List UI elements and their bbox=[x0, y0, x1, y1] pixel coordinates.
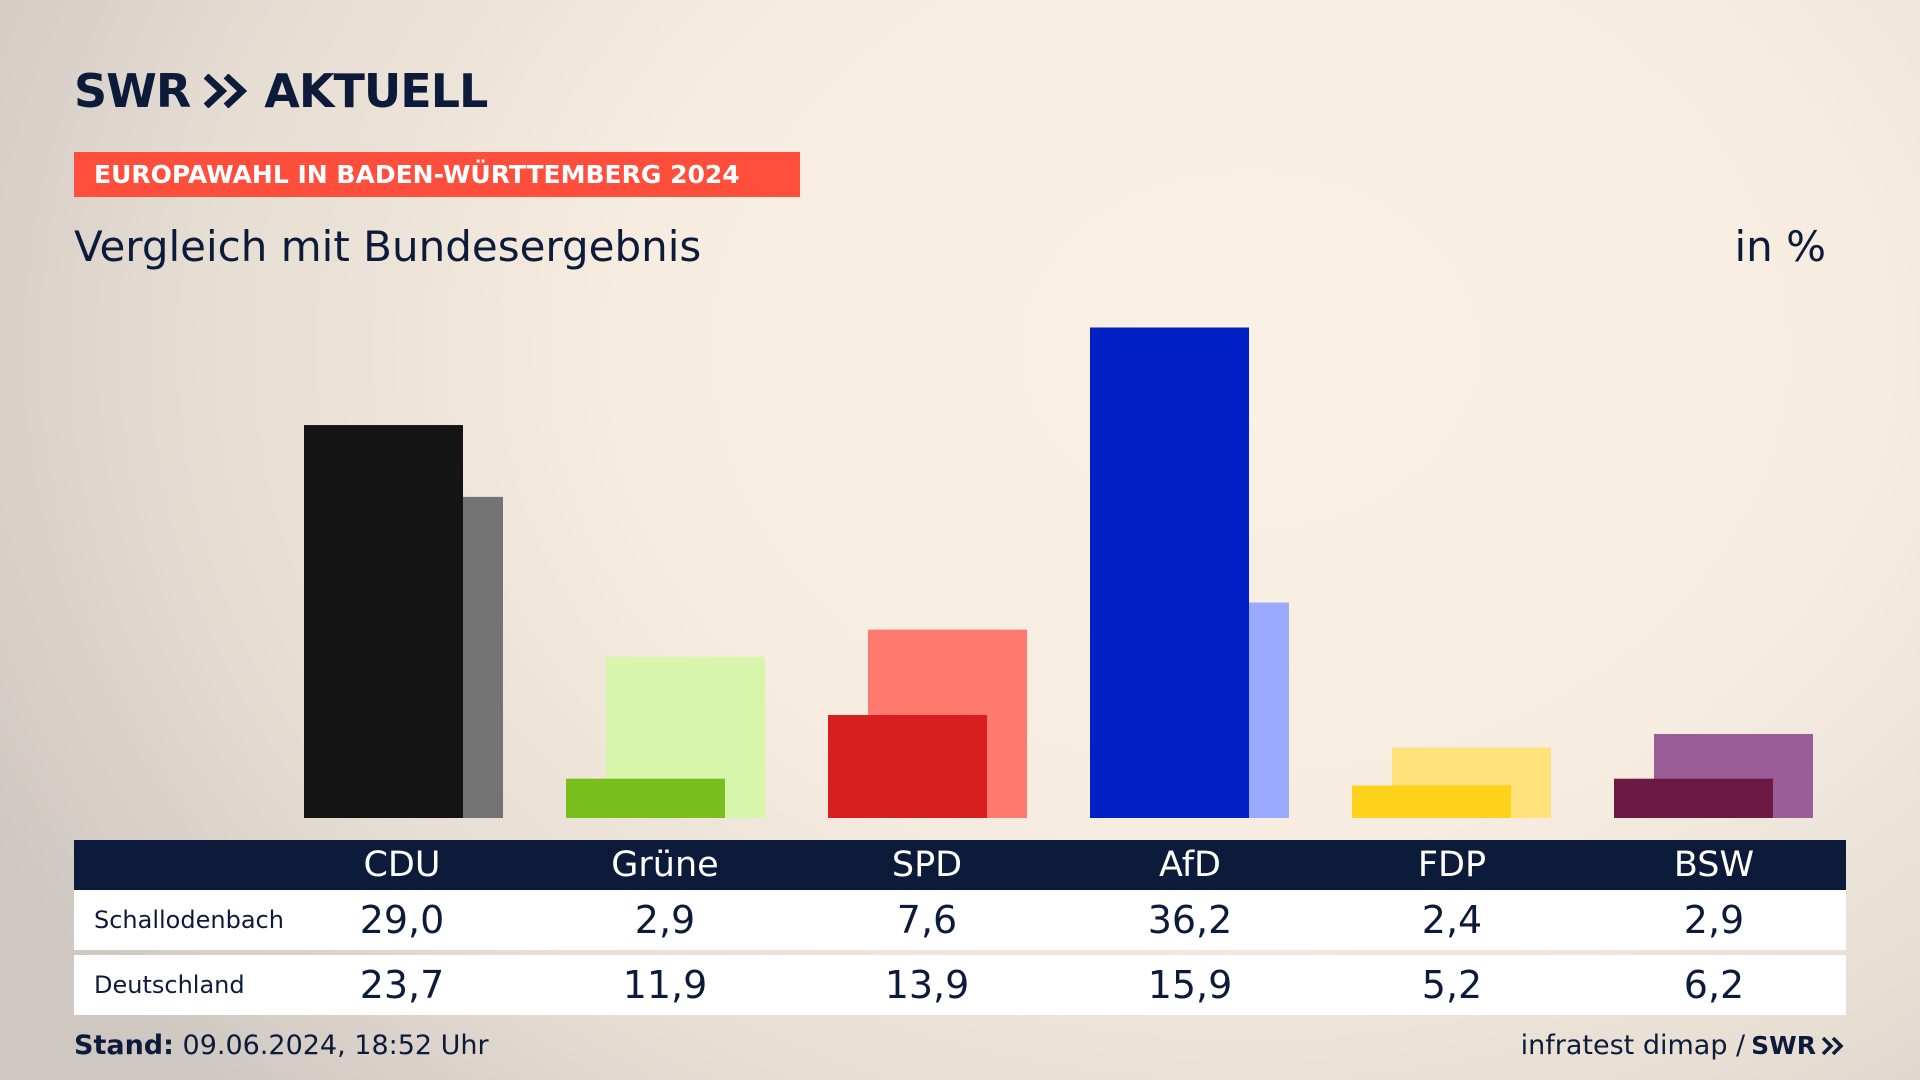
column-header: CDU bbox=[363, 845, 441, 885]
table-cell: 2,9 bbox=[1683, 898, 1745, 942]
table-cell: 23,7 bbox=[359, 963, 445, 1007]
chevron-double-icon bbox=[1822, 1036, 1844, 1055]
source-text: infratest dimap / bbox=[1520, 1030, 1746, 1061]
table-row-schallodenbach: Schallodenbach 29,0 2,9 7,6 36,2 2,4 2,9 bbox=[74, 890, 1846, 950]
chart-subtitle: Vergleich mit Bundesergebnis bbox=[74, 222, 702, 271]
logo-swr-text: SWR bbox=[74, 64, 191, 118]
table-cell: 5,2 bbox=[1421, 963, 1483, 1007]
results-table: CDU Grüne SPD AfD FDP BSW Schallodenbach 29,0… bbox=[74, 840, 1846, 1015]
bar-schallodenbach-cdu bbox=[304, 425, 463, 818]
column-header: Grüne bbox=[611, 845, 719, 885]
unit-label: in % bbox=[1734, 222, 1826, 271]
chevron-double-icon bbox=[204, 74, 248, 108]
table-cell: 2,4 bbox=[1421, 898, 1483, 942]
column-header: FDP bbox=[1417, 845, 1487, 885]
bar-schallodenbach-fdp bbox=[1352, 785, 1511, 818]
table-cell: 15,9 bbox=[1147, 963, 1233, 1007]
footer-swr-text: SWR bbox=[1751, 1031, 1816, 1060]
row-label: Schallodenbach bbox=[94, 906, 284, 934]
column-header: AfD bbox=[1159, 845, 1221, 885]
table-cell: 2,9 bbox=[634, 898, 696, 942]
table-cell: 29,0 bbox=[359, 898, 445, 942]
stand-label: Stand: bbox=[74, 1030, 174, 1061]
table-cell: 13,9 bbox=[884, 963, 970, 1007]
table-row-deutschland: Deutschland 23,7 11,9 13,9 15,9 5,2 6,2 bbox=[74, 955, 1846, 1015]
logo-aktuell-text: AKTUELL bbox=[264, 64, 488, 118]
swr-aktuell-logo: SWR AKTUELL bbox=[74, 64, 488, 118]
timestamp: Stand: 09.06.2024, 18:52 Uhr bbox=[74, 1030, 489, 1061]
source-credit: infratest dimap / SWR bbox=[1521, 1030, 1846, 1061]
table-cell: 11,9 bbox=[622, 963, 708, 1007]
bar-schallodenbach-bsw bbox=[1614, 778, 1773, 818]
table-cell: 6,2 bbox=[1683, 963, 1745, 1007]
bar-schallodenbach-grüne bbox=[566, 778, 725, 818]
ribbon-label: EUROPAWAHL IN BADEN-WÜRTTEMBERG 2024 bbox=[94, 160, 740, 189]
bar-schallodenbach-spd bbox=[828, 715, 987, 818]
stand-value: 09.06.2024, 18:52 Uhr bbox=[182, 1030, 489, 1061]
table-cell: 7,6 bbox=[896, 898, 958, 942]
table-cell: 36,2 bbox=[1147, 898, 1233, 942]
column-header: SPD bbox=[891, 845, 963, 885]
election-ribbon: EUROPAWAHL IN BADEN-WÜRTTEMBERG 2024 bbox=[74, 152, 800, 197]
table-header-row: CDU Grüne SPD AfD FDP BSW bbox=[74, 840, 1846, 890]
bar-chart bbox=[304, 327, 1813, 818]
row-label: Deutschland bbox=[94, 971, 245, 999]
bar-schallodenbach-afd bbox=[1090, 327, 1249, 818]
column-header: BSW bbox=[1673, 845, 1755, 885]
